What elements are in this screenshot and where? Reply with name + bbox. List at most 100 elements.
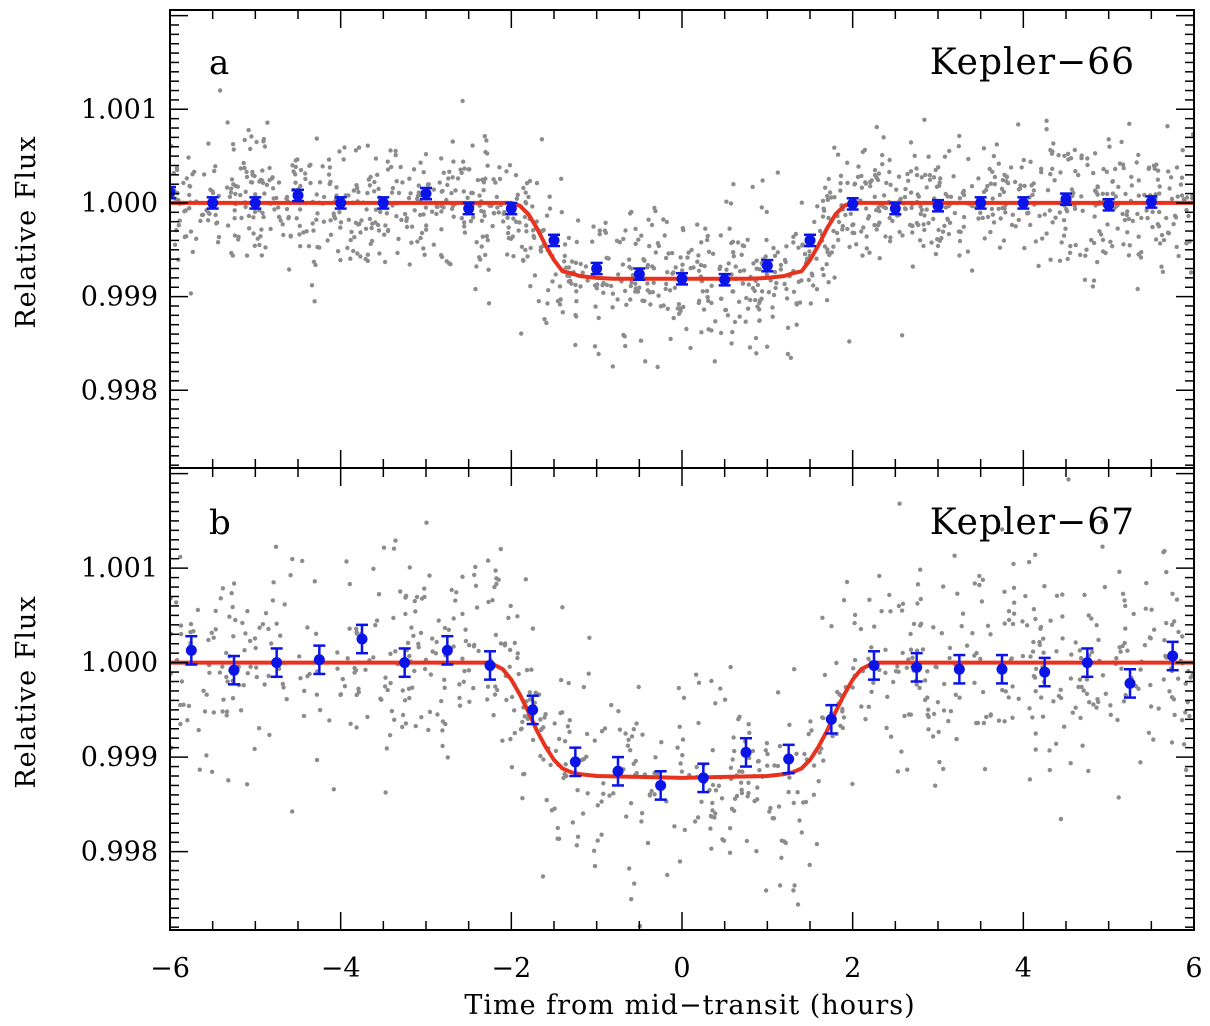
raw-point <box>213 608 218 614</box>
raw-point <box>527 690 532 695</box>
raw-point <box>681 304 686 310</box>
raw-point <box>883 647 888 652</box>
raw-point <box>787 775 792 780</box>
raw-point <box>746 722 751 727</box>
raw-point <box>515 655 520 661</box>
raw-point <box>794 751 799 756</box>
raw-point <box>838 173 844 178</box>
raw-point <box>515 614 520 619</box>
raw-point <box>897 501 902 506</box>
raw-point <box>409 625 414 630</box>
raw-point <box>931 625 936 630</box>
raw-point <box>387 733 393 738</box>
raw-point <box>365 252 370 257</box>
raw-point <box>755 759 761 764</box>
raw-point <box>569 259 575 264</box>
raw-point <box>785 325 791 330</box>
raw-point <box>764 741 770 746</box>
raw-point <box>709 328 714 333</box>
raw-point <box>731 254 736 259</box>
raw-point <box>411 167 417 172</box>
raw-point <box>809 271 814 276</box>
raw-point <box>645 265 650 270</box>
raw-point <box>231 147 236 152</box>
raw-point <box>326 172 332 177</box>
raw-point <box>1167 689 1172 694</box>
raw-point <box>895 769 901 774</box>
raw-point <box>712 815 717 820</box>
raw-point <box>1146 165 1152 170</box>
raw-point <box>1051 699 1056 704</box>
raw-point <box>363 667 368 672</box>
raw-point <box>765 751 770 757</box>
raw-point <box>737 269 743 274</box>
raw-point <box>422 666 428 672</box>
binned-point <box>996 653 1008 685</box>
raw-point <box>562 739 568 744</box>
raw-point <box>824 262 829 267</box>
x-tick-label: −2 <box>491 953 531 984</box>
raw-point <box>931 216 936 222</box>
raw-point <box>648 302 653 307</box>
raw-point <box>623 343 628 349</box>
raw-point <box>562 242 568 247</box>
raw-point <box>328 232 334 237</box>
raw-point <box>737 769 742 774</box>
raw-point <box>757 768 762 773</box>
raw-point <box>297 207 303 212</box>
raw-point <box>1148 636 1153 641</box>
raw-point <box>573 260 579 265</box>
raw-point <box>382 232 387 237</box>
raw-point <box>243 631 248 636</box>
raw-point <box>783 840 788 846</box>
raw-point <box>206 141 211 146</box>
raw-point <box>820 198 826 203</box>
raw-point <box>1068 676 1074 681</box>
raw-point <box>413 723 418 729</box>
raw-point <box>872 194 877 199</box>
raw-point <box>371 655 376 660</box>
raw-point <box>896 174 902 179</box>
raw-point <box>365 258 370 264</box>
raw-point <box>1126 253 1132 258</box>
raw-point <box>280 681 285 687</box>
raw-point <box>407 176 412 181</box>
raw-point <box>624 814 629 819</box>
raw-point <box>1011 611 1017 616</box>
binned-point <box>505 201 518 216</box>
raw-point <box>1024 623 1030 628</box>
raw-point <box>407 565 412 570</box>
raw-point <box>1155 168 1161 173</box>
raw-point <box>396 190 402 196</box>
raw-point <box>827 190 833 195</box>
raw-point <box>831 244 836 249</box>
raw-point <box>912 153 917 158</box>
raw-point <box>709 846 714 851</box>
raw-point <box>925 695 930 700</box>
raw-point <box>359 218 364 223</box>
raw-point <box>646 217 651 222</box>
raw-point <box>724 199 729 204</box>
raw-point <box>1122 217 1128 223</box>
raw-point <box>465 195 470 200</box>
raw-point <box>1080 208 1085 213</box>
raw-point <box>262 191 267 196</box>
raw-point <box>930 734 936 739</box>
raw-point <box>412 598 417 604</box>
raw-point <box>574 289 579 294</box>
raw-point <box>263 245 268 250</box>
raw-point <box>655 364 660 370</box>
raw-point <box>539 137 545 142</box>
raw-point <box>327 718 332 723</box>
raw-point <box>1180 148 1185 153</box>
raw-point <box>538 717 543 722</box>
raw-point <box>375 172 380 177</box>
raw-point <box>340 676 345 682</box>
raw-point <box>220 664 225 669</box>
raw-point <box>926 707 931 712</box>
raw-point <box>718 296 724 301</box>
raw-point <box>822 208 827 213</box>
raw-point <box>671 315 676 321</box>
raw-point <box>759 205 764 210</box>
raw-point <box>224 709 230 714</box>
